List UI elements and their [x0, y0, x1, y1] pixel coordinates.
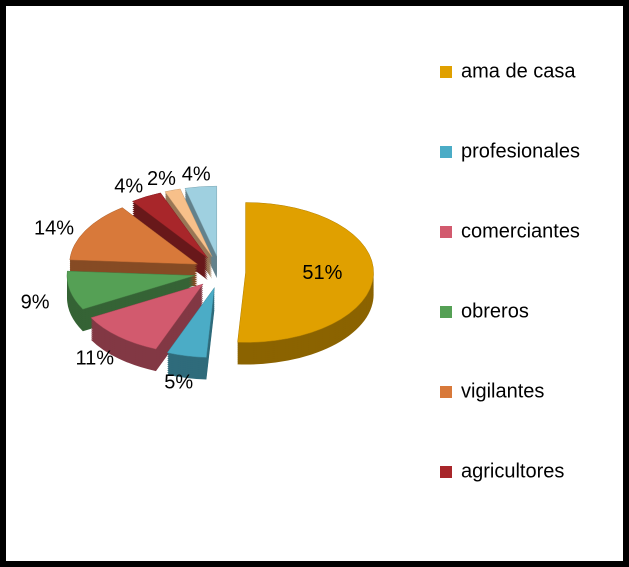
legend-swatch [440, 386, 452, 398]
data-label: 4% [114, 176, 143, 198]
legend-label: comerciantes [461, 220, 580, 242]
data-label: 14% [34, 217, 74, 239]
slice [166, 286, 215, 358]
slice [184, 185, 218, 257]
data-label: 2% [147, 168, 176, 190]
legend-label: agricultores [461, 460, 564, 482]
legend-swatch [440, 306, 452, 318]
data-label: 51% [302, 262, 342, 284]
legend-swatch [440, 466, 452, 478]
data-label: 4% [182, 164, 211, 186]
legend-label: ama de casa [461, 60, 576, 82]
slice [66, 270, 196, 310]
legend-swatch [440, 226, 452, 238]
data-label: 9% [21, 291, 50, 313]
slice [164, 188, 213, 257]
data-label: 11% [75, 347, 114, 369]
slice [69, 207, 199, 265]
slice [90, 283, 204, 350]
legend-label: profesionales [461, 140, 580, 162]
legend-swatch [440, 66, 452, 78]
slice [237, 202, 374, 343]
legend-label: obreros [461, 300, 529, 322]
slice [131, 192, 208, 259]
legend-swatch [440, 146, 452, 158]
data-label: 5% [164, 371, 193, 393]
legend-label: vigilantes [461, 380, 544, 402]
